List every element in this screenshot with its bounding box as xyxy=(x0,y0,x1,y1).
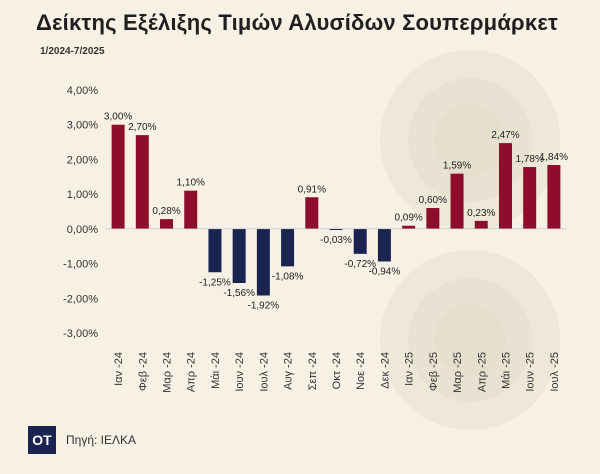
data-label: 1,59% xyxy=(443,161,471,172)
y-tick-label: 0,00% xyxy=(67,224,98,236)
x-tick-label: Μάι -25 xyxy=(500,352,512,389)
data-labels: 3,00%2,70% 0,28% 1,10% -1,25%-1,56% -1,92% -1… xyxy=(104,112,568,312)
x-tick-label: Δεκ -24 xyxy=(379,352,391,389)
bar xyxy=(135,135,149,229)
bar xyxy=(402,225,416,229)
chart-subtitle: 1/2024-7/2025 xyxy=(40,46,105,57)
data-label: -0,94% xyxy=(369,266,401,277)
x-tick-label: Απρ -25 xyxy=(476,352,488,392)
data-label: 1,78% xyxy=(516,154,544,165)
x-tick-label: Ιαν -24 xyxy=(113,352,125,386)
x-tick-label: Οκτ -24 xyxy=(331,352,343,389)
bar xyxy=(474,220,488,229)
bar xyxy=(547,164,561,229)
bars xyxy=(111,124,561,296)
y-tick-label: -1,00% xyxy=(63,259,98,271)
x-tick-label: Σεπ -24 xyxy=(307,352,319,390)
data-label: 0,28% xyxy=(152,206,180,217)
bar xyxy=(232,228,246,284)
data-label: -1,92% xyxy=(248,301,280,312)
x-tick-label: Νοε -24 xyxy=(355,352,367,390)
data-label: -0,03% xyxy=(320,235,352,246)
data-label: -1,25% xyxy=(199,277,231,288)
decor-circles xyxy=(380,50,560,430)
bar xyxy=(184,190,198,229)
data-label: 1,10% xyxy=(177,178,205,189)
x-tick-label: Απρ -24 xyxy=(186,352,198,392)
bar xyxy=(281,228,295,267)
y-tick-label: -3,00% xyxy=(63,328,98,340)
x-tick-label: Ιουλ -25 xyxy=(549,352,561,392)
ot-logo: OT xyxy=(28,426,56,454)
data-label: 2,47% xyxy=(491,130,519,141)
y-tick-label: -2,00% xyxy=(63,293,98,305)
x-tick-label: Αυγ -24 xyxy=(283,352,295,390)
data-label: 3,00% xyxy=(104,112,132,123)
y-tick-label: 2,00% xyxy=(67,154,98,166)
bar xyxy=(111,124,125,229)
bar xyxy=(208,228,222,273)
bar xyxy=(426,208,440,229)
data-label: 2,70% xyxy=(128,122,156,133)
y-axis: 4,00% 3,00% 2,00% 1,00% 0,00% -1,00% -2,00% -3,… xyxy=(63,85,98,340)
x-tick-label: Ιουν -24 xyxy=(234,352,246,392)
data-label: 0,23% xyxy=(467,208,495,219)
data-label: 0,60% xyxy=(419,195,447,206)
bar xyxy=(377,228,391,262)
decor-circle xyxy=(434,304,506,376)
data-label: -1,08% xyxy=(272,271,304,282)
y-tick-label: 4,00% xyxy=(67,85,98,97)
x-tick-label: Ιαν -25 xyxy=(404,352,416,386)
bar xyxy=(450,173,464,229)
data-label: 0,09% xyxy=(394,213,422,224)
bar xyxy=(353,228,367,254)
bar xyxy=(305,197,319,229)
data-label: 0,91% xyxy=(298,184,326,195)
bar xyxy=(523,167,537,229)
bar xyxy=(160,219,174,229)
data-label: 1,84% xyxy=(540,152,568,163)
x-tick-label: Μαρ -25 xyxy=(452,352,464,393)
y-tick-label: 3,00% xyxy=(67,120,98,132)
bar xyxy=(256,228,270,296)
bar xyxy=(329,228,343,231)
bar xyxy=(498,143,512,229)
chart-title: Δείκτης Εξέλιξης Τιμών Αλυσίδων Σουπερμά… xyxy=(36,10,558,35)
x-tick-label: Φεβ -24 xyxy=(137,352,149,391)
x-tick-label: Ιουλ -24 xyxy=(258,352,270,392)
source-note: Πηγή: ΙΕΛΚΑ xyxy=(66,433,137,447)
data-label: -0,72% xyxy=(344,259,376,270)
decor-circle xyxy=(434,104,506,176)
x-tick-label: Φεβ -25 xyxy=(428,352,440,391)
x-tick-label: Μάι -24 xyxy=(210,352,222,389)
x-tick-label: Μαρ -24 xyxy=(162,352,174,393)
data-label: -1,56% xyxy=(223,288,255,299)
x-axis: Ιαν -24 Φεβ -24 Μαρ -24 Απρ -24 Μάι -24 Ιουν … xyxy=(106,228,566,393)
y-tick-label: 1,00% xyxy=(67,189,98,201)
x-tick-label: Ιουν -25 xyxy=(525,352,537,392)
